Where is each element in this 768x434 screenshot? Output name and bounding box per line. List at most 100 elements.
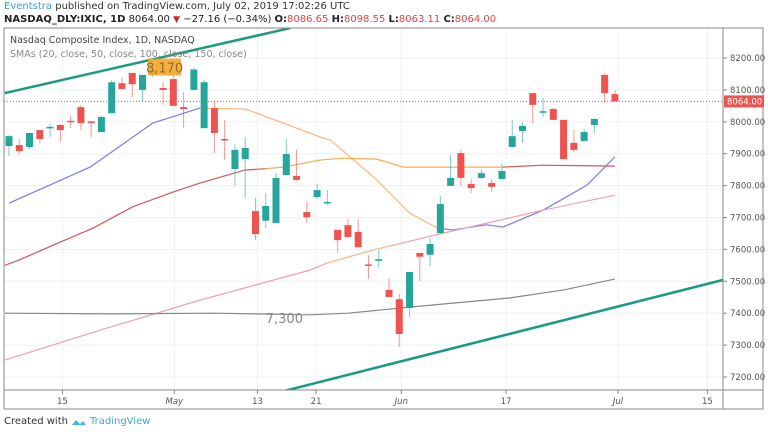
candle-body [406,272,414,309]
candle[interactable] [334,229,342,253]
candle[interactable] [560,119,568,160]
candle-body [262,206,270,221]
legend-title: Nasdaq Composite Index, 1D, NASDAQ [10,35,195,46]
candle[interactable] [128,72,136,97]
sma-line-sma-50 [265,157,503,170]
candle[interactable] [303,201,311,223]
candle-body [56,124,64,131]
close-value: 8064.00 [454,14,497,25]
author-link[interactable]: Eventstra [4,1,53,12]
candle[interactable] [364,255,372,280]
x-tick-label: 13 [252,397,263,407]
candle[interactable] [118,78,126,89]
candle-body [97,117,105,133]
candle[interactable] [159,81,167,105]
candle[interactable] [210,100,218,154]
candle[interactable] [46,124,54,138]
candle[interactable] [251,198,259,241]
candle[interactable] [282,139,290,176]
candle[interactable] [416,252,424,281]
candle[interactable] [508,119,516,148]
candle[interactable] [344,219,352,237]
candle[interactable] [467,178,475,193]
trendline[interactable] [280,278,723,392]
candle[interactable] [241,137,249,199]
candle[interactable] [87,120,95,138]
y-tick-label: 8000.00 [730,118,765,128]
candle[interactable] [323,190,331,206]
candle[interactable] [549,108,557,120]
candle[interactable] [590,118,598,133]
y-tick-label: 7200.00 [730,373,765,383]
candle-body [26,132,34,148]
candle[interactable] [67,116,75,129]
candle[interactable] [108,80,116,114]
candle[interactable] [293,149,301,181]
y-tick-label: 7400.00 [730,309,765,319]
candle-body [498,170,506,179]
sma-line-sma-50 [4,168,266,266]
candle[interactable] [436,196,444,234]
close-label: C: [443,14,455,25]
price-annotation-text[interactable]: 7,300 [266,312,303,327]
candle[interactable] [139,74,147,102]
candle[interactable] [272,173,280,223]
candle[interactable] [262,192,270,229]
candle[interactable] [611,90,619,102]
candle[interactable] [56,124,64,142]
candle[interactable] [385,278,393,297]
candle[interactable] [180,92,188,129]
candle[interactable] [529,93,537,124]
candle[interactable] [313,184,321,199]
candle-body [488,183,496,187]
candle[interactable] [5,135,13,156]
candle[interactable] [601,73,609,103]
tradingview-link[interactable]: TradingView [89,416,151,427]
candle[interactable] [231,144,239,186]
candle-body [221,139,229,141]
candle-body [364,264,372,266]
candle[interactable] [97,116,105,133]
candle[interactable] [15,139,23,155]
candle[interactable] [498,163,506,180]
candle[interactable] [477,169,485,179]
candle[interactable] [488,178,496,192]
candle[interactable] [26,132,34,149]
candle[interactable] [354,219,362,248]
candle[interactable] [406,272,414,318]
candle-body [457,153,465,178]
candle[interactable] [539,97,547,118]
candle[interactable] [169,74,177,106]
candle-body [426,243,434,255]
candle[interactable] [221,119,229,161]
trendline[interactable] [4,28,291,95]
candle[interactable] [77,104,85,131]
candle-body [272,177,280,223]
candle[interactable] [519,122,526,143]
candle-body [231,149,239,170]
candle-body [46,126,54,129]
candle[interactable] [580,129,588,141]
candle[interactable] [570,129,578,153]
candle[interactable] [36,130,44,144]
candle-body [67,120,75,123]
candle[interactable] [190,67,198,91]
candle-body [108,82,116,114]
candle-body [467,184,475,189]
candle[interactable] [426,237,434,266]
sma-line-sma-100 [4,262,328,361]
candle-body [77,107,85,124]
legend-indicators[interactable]: SMAs (20, close, 50, close, 100, close, … [10,49,247,60]
sma-line-sma-20 [437,156,616,231]
candle[interactable] [200,80,208,129]
candle[interactable] [375,250,383,267]
candle[interactable] [395,294,403,348]
candle[interactable] [457,149,465,186]
candle-body [36,130,44,140]
candle[interactable] [447,154,455,186]
sma-line-sma-100 [388,194,616,247]
price-annotation-box[interactable] [148,58,182,76]
y-tick-label: 7700.00 [730,214,765,224]
candle-body [159,87,167,90]
